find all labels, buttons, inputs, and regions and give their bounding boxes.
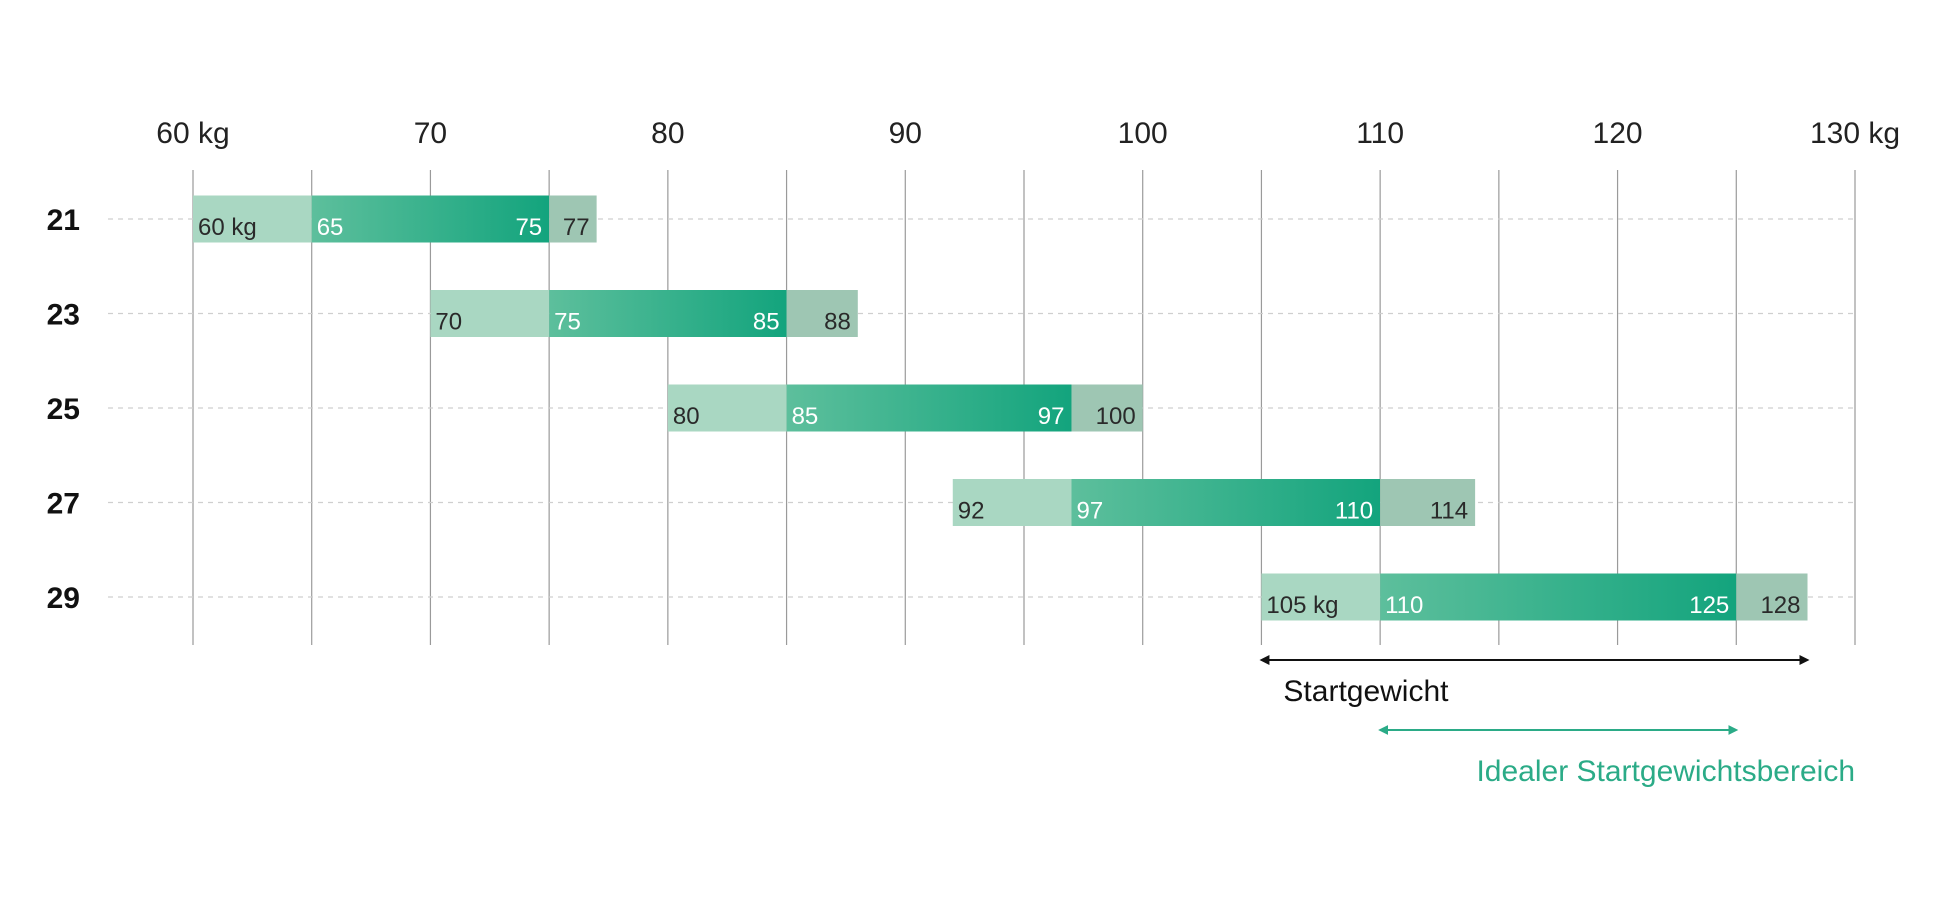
row-label: 23 (47, 299, 80, 332)
row-label: 29 (47, 582, 80, 615)
bar-label-ideal-end: 85 (753, 309, 780, 336)
labels-layer: 60 kg 70 80 90 100 110 120 130 kg 21 60 kg 65 75 77 2… (47, 117, 1900, 619)
bar-segment-ideal-range (549, 290, 787, 337)
x-tick-label: 100 (1118, 117, 1168, 150)
bar-segment-upper-range (549, 195, 597, 243)
bar-label-ideal-start: 65 (317, 214, 344, 241)
bar-segment-lower-range (430, 290, 550, 337)
row-label: 27 (47, 488, 80, 521)
ideal-range-label: Idealer Startgewichtsbereich (1476, 755, 1855, 788)
x-tick-label: 80 (651, 117, 684, 150)
legend-layer: Startgewicht Idealer Startgewichtsbereich (1259, 655, 1855, 788)
bar-segment-lower-range (193, 195, 312, 243)
bar-label-start: 60 kg (198, 214, 257, 241)
x-tick-label: 110 (1356, 117, 1404, 150)
bar-label-ideal-end: 97 (1038, 403, 1065, 430)
bar-label-end: 77 (563, 214, 590, 241)
bar-label-ideal-start: 75 (554, 309, 581, 336)
bar-segment-upper-range (1380, 479, 1476, 526)
x-tick-label: 90 (889, 117, 922, 150)
bar-segment-upper-range (1736, 573, 1808, 621)
x-tick-label: 70 (414, 117, 447, 150)
bar-label-start: 80 (673, 403, 700, 430)
bar-label-start: 70 (435, 309, 462, 336)
bar-segment-ideal-range (1071, 479, 1381, 526)
bar-segment-ideal-range (786, 384, 1072, 432)
row-label: 21 (47, 204, 80, 237)
bar-segment-lower-range (1261, 573, 1381, 621)
bar-label-ideal-start: 85 (792, 403, 819, 430)
bar-segment-ideal-range (311, 195, 550, 243)
row-label: 25 (47, 393, 80, 426)
bar-label-end: 114 (1430, 498, 1468, 525)
bar-label-ideal-end: 75 (515, 214, 542, 241)
bars-layer (193, 195, 1808, 621)
bar-segment-ideal-range (1380, 573, 1737, 621)
bar-label-ideal-start: 110 (1385, 592, 1423, 619)
bar-label-start: 92 (958, 498, 985, 525)
bar-segment-lower-range (667, 384, 787, 432)
startgewicht-label: Startgewicht (1283, 675, 1449, 708)
x-tick-label: 120 (1593, 117, 1643, 150)
bar-label-end: 100 (1096, 403, 1136, 430)
bar-label-ideal-end: 110 (1335, 498, 1373, 525)
bar-label-start: 105 kg (1266, 592, 1338, 619)
bar-segment-upper-range (1071, 384, 1143, 432)
bar-label-end: 88 (824, 309, 851, 336)
bar-segment-lower-range (952, 479, 1072, 526)
bar-label-ideal-end: 125 (1689, 592, 1729, 619)
bar-label-ideal-start: 97 (1076, 498, 1103, 525)
x-tick-label: 60 kg (156, 117, 229, 150)
bar-segment-upper-range (786, 290, 858, 337)
bar-label-end: 128 (1760, 592, 1800, 619)
x-tick-label: 130 kg (1810, 117, 1900, 150)
